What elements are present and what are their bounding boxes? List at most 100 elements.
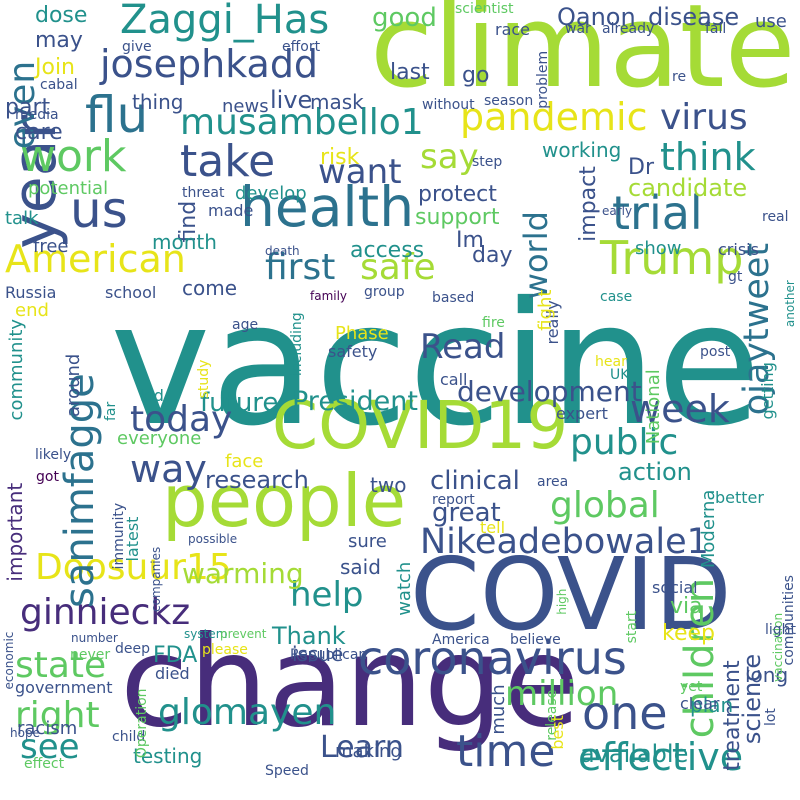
word-community: community xyxy=(6,318,27,421)
word-expert: expert xyxy=(556,404,608,423)
word-face: face xyxy=(225,451,264,472)
word-come: come xyxy=(182,276,238,300)
word-mask: mask xyxy=(310,90,364,114)
word-impact: impact xyxy=(576,166,601,242)
word-change: change xyxy=(120,610,581,755)
word-free: free xyxy=(33,236,69,257)
word-got: got xyxy=(36,469,59,485)
word-kid: kid xyxy=(140,386,164,405)
word-start: start xyxy=(624,610,640,644)
word-glomayen: glomayen xyxy=(158,692,337,733)
word-way: way xyxy=(130,447,207,491)
word-fda: FDA xyxy=(153,643,198,668)
word-today: today xyxy=(130,399,233,440)
word-risk: risk xyxy=(320,145,360,170)
word-health: health xyxy=(240,175,415,239)
word-long: long xyxy=(745,663,789,687)
word-doosuur15: Doosuur15 xyxy=(35,547,232,588)
word-step: step xyxy=(472,154,503,170)
word-death: death xyxy=(265,244,300,258)
word-prevent: prevent xyxy=(220,627,267,641)
word-never: never xyxy=(70,647,111,663)
word-may: may xyxy=(35,28,83,53)
word-light: light xyxy=(765,622,797,638)
word-people: people xyxy=(162,459,407,543)
word-companies: companies xyxy=(149,546,163,612)
word-economic: economic xyxy=(2,631,16,690)
word-zaggi-has: Zaggi_Has xyxy=(120,0,330,43)
word-dr: Dr xyxy=(628,155,654,180)
word-month: month xyxy=(152,230,217,254)
word-say: say xyxy=(420,137,479,177)
word-lot: lot xyxy=(763,708,779,727)
word-great: great xyxy=(432,498,501,528)
word-sure: sure xyxy=(348,531,387,552)
word-threat: threat xyxy=(182,185,225,201)
word-including: including xyxy=(289,312,305,377)
word-development: development xyxy=(457,375,642,408)
word-good: good xyxy=(372,3,437,33)
word-american: American xyxy=(5,237,186,281)
word-school: school xyxy=(105,283,157,302)
word-learn: Learn xyxy=(320,730,404,765)
word-future: future xyxy=(200,388,279,418)
word-dose: dose xyxy=(35,3,88,28)
word-live: live xyxy=(270,86,313,114)
word-qanon: Qanon xyxy=(557,3,636,31)
word-research: research xyxy=(205,466,309,494)
word-made: made xyxy=(208,201,254,220)
word-fall: fall xyxy=(705,21,727,37)
word-work: work xyxy=(20,131,127,182)
word-virus: virus xyxy=(660,97,748,138)
word-give: give xyxy=(122,39,152,55)
word-system: system xyxy=(184,627,228,641)
word-social: social xyxy=(652,578,698,597)
word-us: us xyxy=(70,181,128,239)
word-hope: hope xyxy=(10,726,40,740)
word-likely: likely xyxy=(35,447,72,463)
word-testing: testing xyxy=(133,744,203,768)
word-read: Read xyxy=(420,327,506,367)
word-clear: clear xyxy=(680,694,720,713)
word-phase: Phase xyxy=(335,323,389,344)
word-part: part xyxy=(5,95,51,120)
word-show: show xyxy=(635,238,682,259)
word-better: better xyxy=(715,488,764,507)
word-believe: believe xyxy=(510,632,561,648)
word-area: area xyxy=(537,474,569,490)
word-want: want xyxy=(318,152,402,192)
word-protect: protect xyxy=(418,182,497,207)
word-based: based xyxy=(432,290,475,306)
word-im: Im xyxy=(456,228,484,253)
word-vaccine: vaccine xyxy=(110,266,762,464)
word-disease: disease xyxy=(648,3,740,31)
word-scientist: scientist xyxy=(455,1,514,17)
word-coronavirus: coronavirus xyxy=(358,631,627,685)
word-go: go xyxy=(462,63,490,88)
word-media: media xyxy=(15,107,59,123)
word-candidate: candidate xyxy=(628,174,748,202)
word-early: early xyxy=(602,204,633,218)
word-operation: Operation xyxy=(134,688,150,759)
word-already: already xyxy=(602,21,655,37)
word-clinical: clinical xyxy=(430,466,520,496)
word-latest: latest xyxy=(123,516,142,562)
word-world: world xyxy=(517,211,555,300)
word-fire: fire xyxy=(482,315,505,331)
word-family: family xyxy=(310,289,348,303)
word-effective: effective xyxy=(578,735,744,779)
word-call: call xyxy=(440,370,468,389)
word-problem: problem xyxy=(535,50,551,109)
word-report: report xyxy=(432,492,475,508)
word-important: important xyxy=(3,482,27,582)
word-covid19: COVID19 xyxy=(272,387,569,464)
word-care: care xyxy=(15,120,63,145)
word-president: President xyxy=(292,386,418,417)
word-news: news xyxy=(222,96,269,117)
word-state: state xyxy=(15,645,107,686)
word-access: access xyxy=(350,238,425,263)
word-died: died xyxy=(155,664,190,683)
word-national: National xyxy=(643,369,664,445)
word-republican: Republican xyxy=(290,647,368,663)
